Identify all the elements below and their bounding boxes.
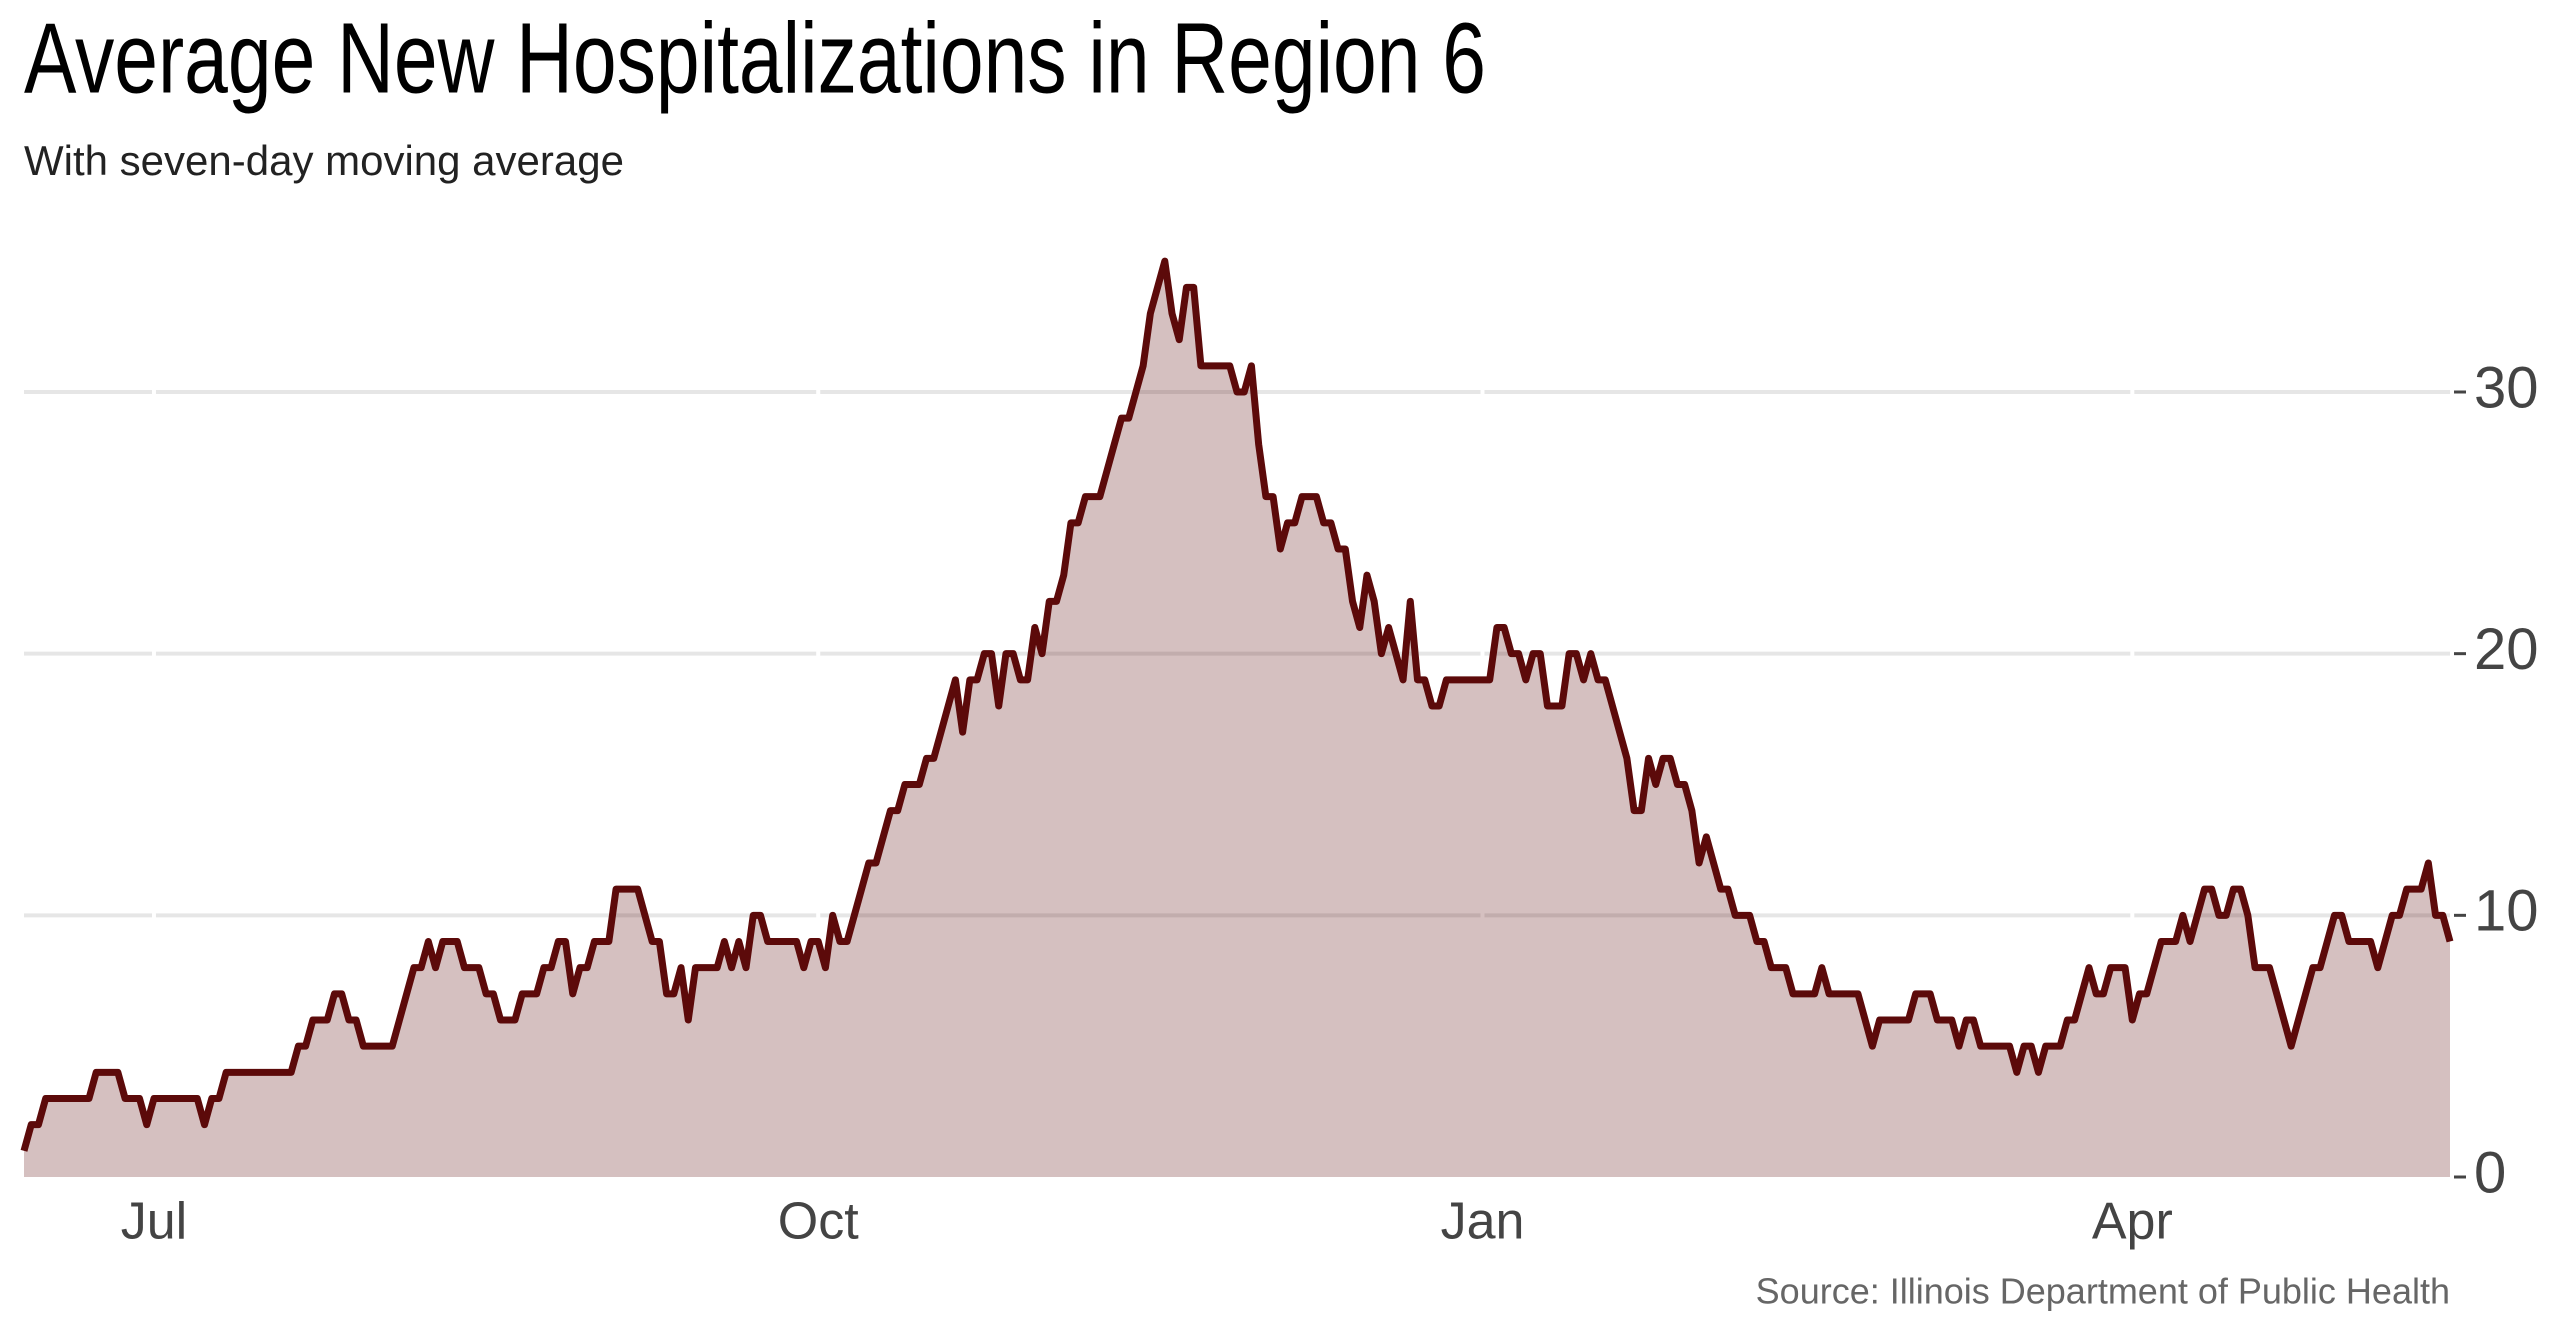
area-fill (24, 261, 2450, 1177)
y-tick-label: 20 (2474, 617, 2539, 682)
line (20, 257, 2454, 1152)
y-tick-label: 0 (2474, 1140, 2506, 1205)
chart-title: Average New Hospitalizations in Region 6 (24, 2, 1486, 114)
x-tick-label: Jul (121, 1193, 187, 1251)
chart-subtitle: With seven-day moving average (24, 137, 624, 184)
source-note: Source: Illinois Department of Public He… (1756, 1271, 2450, 1312)
y-tick-label: 10 (2474, 879, 2539, 944)
x-tick-label: Oct (778, 1193, 859, 1251)
y-tick-label: 30 (2474, 355, 2539, 420)
x-tick-label: Apr (2092, 1193, 2173, 1251)
x-tick-label: Jan (1441, 1193, 1525, 1251)
